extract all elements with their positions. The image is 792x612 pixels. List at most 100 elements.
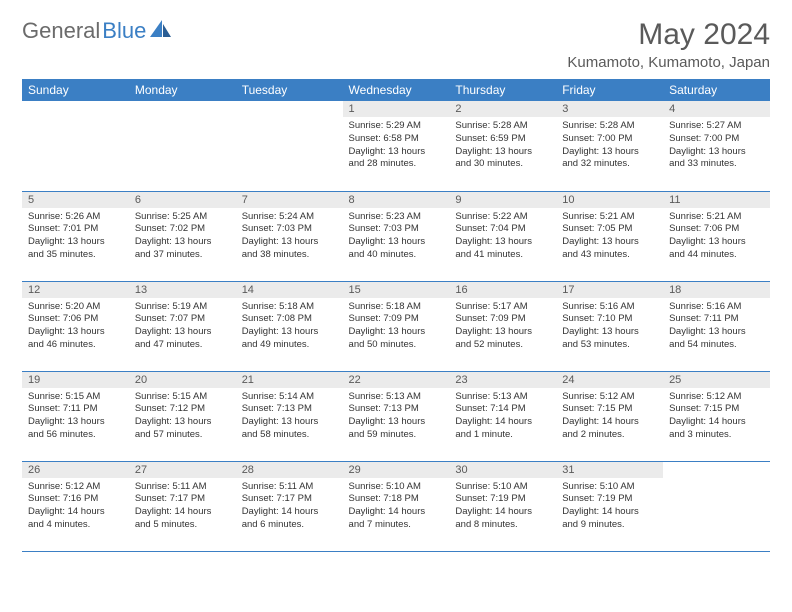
- day-number: 7: [236, 192, 343, 208]
- day-number: 9: [449, 192, 556, 208]
- day-content: Sunrise: 5:13 AMSunset: 7:13 PMDaylight:…: [343, 388, 450, 445]
- day-content: Sunrise: 5:16 AMSunset: 7:11 PMDaylight:…: [663, 298, 770, 355]
- weekday-header: Monday: [129, 79, 236, 101]
- weekday-header: Wednesday: [343, 79, 450, 101]
- weekday-header-row: SundayMondayTuesdayWednesdayThursdayFrid…: [22, 79, 770, 101]
- day-number: 21: [236, 372, 343, 388]
- day-cell: 10Sunrise: 5:21 AMSunset: 7:05 PMDayligh…: [556, 191, 663, 281]
- day-content: Sunrise: 5:13 AMSunset: 7:14 PMDaylight:…: [449, 388, 556, 445]
- day-number: 18: [663, 282, 770, 298]
- title-block: May 2024 Kumamoto, Kumamoto, Japan: [567, 18, 770, 71]
- day-number: 10: [556, 192, 663, 208]
- day-cell: 27Sunrise: 5:11 AMSunset: 7:17 PMDayligh…: [129, 461, 236, 551]
- empty-cell: [236, 101, 343, 191]
- day-content: Sunrise: 5:18 AMSunset: 7:08 PMDaylight:…: [236, 298, 343, 355]
- weekday-header: Tuesday: [236, 79, 343, 101]
- day-cell: 12Sunrise: 5:20 AMSunset: 7:06 PMDayligh…: [22, 281, 129, 371]
- day-number: 12: [22, 282, 129, 298]
- weekday-header: Friday: [556, 79, 663, 101]
- day-number: 24: [556, 372, 663, 388]
- day-content: Sunrise: 5:25 AMSunset: 7:02 PMDaylight:…: [129, 208, 236, 265]
- page: GeneralBlue May 2024 Kumamoto, Kumamoto,…: [0, 0, 792, 570]
- day-cell: 29Sunrise: 5:10 AMSunset: 7:18 PMDayligh…: [343, 461, 450, 551]
- day-content: Sunrise: 5:21 AMSunset: 7:06 PMDaylight:…: [663, 208, 770, 265]
- day-content: Sunrise: 5:28 AMSunset: 7:00 PMDaylight:…: [556, 117, 663, 174]
- day-content: Sunrise: 5:12 AMSunset: 7:16 PMDaylight:…: [22, 478, 129, 535]
- weekday-header: Thursday: [449, 79, 556, 101]
- day-number: 30: [449, 462, 556, 478]
- day-number: 2: [449, 101, 556, 117]
- day-content: Sunrise: 5:15 AMSunset: 7:11 PMDaylight:…: [22, 388, 129, 445]
- day-cell: 17Sunrise: 5:16 AMSunset: 7:10 PMDayligh…: [556, 281, 663, 371]
- day-content: Sunrise: 5:29 AMSunset: 6:58 PMDaylight:…: [343, 117, 450, 174]
- day-cell: 7Sunrise: 5:24 AMSunset: 7:03 PMDaylight…: [236, 191, 343, 281]
- day-cell: 30Sunrise: 5:10 AMSunset: 7:19 PMDayligh…: [449, 461, 556, 551]
- day-number: 14: [236, 282, 343, 298]
- day-content: Sunrise: 5:12 AMSunset: 7:15 PMDaylight:…: [663, 388, 770, 445]
- day-number: 15: [343, 282, 450, 298]
- calendar-row: 5Sunrise: 5:26 AMSunset: 7:01 PMDaylight…: [22, 191, 770, 281]
- empty-cell: [129, 101, 236, 191]
- day-content: Sunrise: 5:10 AMSunset: 7:18 PMDaylight:…: [343, 478, 450, 535]
- day-content: Sunrise: 5:12 AMSunset: 7:15 PMDaylight:…: [556, 388, 663, 445]
- day-cell: 3Sunrise: 5:28 AMSunset: 7:00 PMDaylight…: [556, 101, 663, 191]
- calendar-row: 12Sunrise: 5:20 AMSunset: 7:06 PMDayligh…: [22, 281, 770, 371]
- day-cell: 9Sunrise: 5:22 AMSunset: 7:04 PMDaylight…: [449, 191, 556, 281]
- day-number: 22: [343, 372, 450, 388]
- day-content: Sunrise: 5:15 AMSunset: 7:12 PMDaylight:…: [129, 388, 236, 445]
- day-cell: 26Sunrise: 5:12 AMSunset: 7:16 PMDayligh…: [22, 461, 129, 551]
- calendar-row: 1Sunrise: 5:29 AMSunset: 6:58 PMDaylight…: [22, 101, 770, 191]
- day-cell: 23Sunrise: 5:13 AMSunset: 7:14 PMDayligh…: [449, 371, 556, 461]
- day-content: Sunrise: 5:26 AMSunset: 7:01 PMDaylight:…: [22, 208, 129, 265]
- logo-sail-icon: [150, 20, 172, 43]
- calendar-table: SundayMondayTuesdayWednesdayThursdayFrid…: [22, 79, 770, 552]
- day-cell: 14Sunrise: 5:18 AMSunset: 7:08 PMDayligh…: [236, 281, 343, 371]
- day-content: Sunrise: 5:18 AMSunset: 7:09 PMDaylight:…: [343, 298, 450, 355]
- month-title: May 2024: [567, 18, 770, 52]
- day-content: Sunrise: 5:10 AMSunset: 7:19 PMDaylight:…: [449, 478, 556, 535]
- day-number: 16: [449, 282, 556, 298]
- day-cell: 16Sunrise: 5:17 AMSunset: 7:09 PMDayligh…: [449, 281, 556, 371]
- day-cell: 6Sunrise: 5:25 AMSunset: 7:02 PMDaylight…: [129, 191, 236, 281]
- calendar-body: 1Sunrise: 5:29 AMSunset: 6:58 PMDaylight…: [22, 101, 770, 551]
- weekday-header: Saturday: [663, 79, 770, 101]
- day-cell: 21Sunrise: 5:14 AMSunset: 7:13 PMDayligh…: [236, 371, 343, 461]
- day-cell: 11Sunrise: 5:21 AMSunset: 7:06 PMDayligh…: [663, 191, 770, 281]
- calendar-row: 19Sunrise: 5:15 AMSunset: 7:11 PMDayligh…: [22, 371, 770, 461]
- day-content: Sunrise: 5:11 AMSunset: 7:17 PMDaylight:…: [236, 478, 343, 535]
- day-content: Sunrise: 5:20 AMSunset: 7:06 PMDaylight:…: [22, 298, 129, 355]
- day-content: Sunrise: 5:14 AMSunset: 7:13 PMDaylight:…: [236, 388, 343, 445]
- day-cell: 1Sunrise: 5:29 AMSunset: 6:58 PMDaylight…: [343, 101, 450, 191]
- day-number: 6: [129, 192, 236, 208]
- day-number: 31: [556, 462, 663, 478]
- weekday-header: Sunday: [22, 79, 129, 101]
- day-content: Sunrise: 5:10 AMSunset: 7:19 PMDaylight:…: [556, 478, 663, 535]
- calendar-row: 26Sunrise: 5:12 AMSunset: 7:16 PMDayligh…: [22, 461, 770, 551]
- day-content: Sunrise: 5:19 AMSunset: 7:07 PMDaylight:…: [129, 298, 236, 355]
- day-content: Sunrise: 5:23 AMSunset: 7:03 PMDaylight:…: [343, 208, 450, 265]
- day-number: 20: [129, 372, 236, 388]
- empty-cell: [663, 461, 770, 551]
- day-number: 13: [129, 282, 236, 298]
- day-number: 11: [663, 192, 770, 208]
- day-content: Sunrise: 5:17 AMSunset: 7:09 PMDaylight:…: [449, 298, 556, 355]
- day-content: Sunrise: 5:24 AMSunset: 7:03 PMDaylight:…: [236, 208, 343, 265]
- day-number: 27: [129, 462, 236, 478]
- day-cell: 2Sunrise: 5:28 AMSunset: 6:59 PMDaylight…: [449, 101, 556, 191]
- day-number: 26: [22, 462, 129, 478]
- day-cell: 18Sunrise: 5:16 AMSunset: 7:11 PMDayligh…: [663, 281, 770, 371]
- day-number: 3: [556, 101, 663, 117]
- day-number: 5: [22, 192, 129, 208]
- day-cell: 20Sunrise: 5:15 AMSunset: 7:12 PMDayligh…: [129, 371, 236, 461]
- location: Kumamoto, Kumamoto, Japan: [567, 54, 770, 71]
- day-number: 8: [343, 192, 450, 208]
- day-number: 17: [556, 282, 663, 298]
- empty-cell: [22, 101, 129, 191]
- day-cell: 15Sunrise: 5:18 AMSunset: 7:09 PMDayligh…: [343, 281, 450, 371]
- day-content: Sunrise: 5:11 AMSunset: 7:17 PMDaylight:…: [129, 478, 236, 535]
- day-cell: 24Sunrise: 5:12 AMSunset: 7:15 PMDayligh…: [556, 371, 663, 461]
- day-number: 23: [449, 372, 556, 388]
- day-cell: 19Sunrise: 5:15 AMSunset: 7:11 PMDayligh…: [22, 371, 129, 461]
- day-number: 4: [663, 101, 770, 117]
- logo-text-2: Blue: [102, 18, 146, 44]
